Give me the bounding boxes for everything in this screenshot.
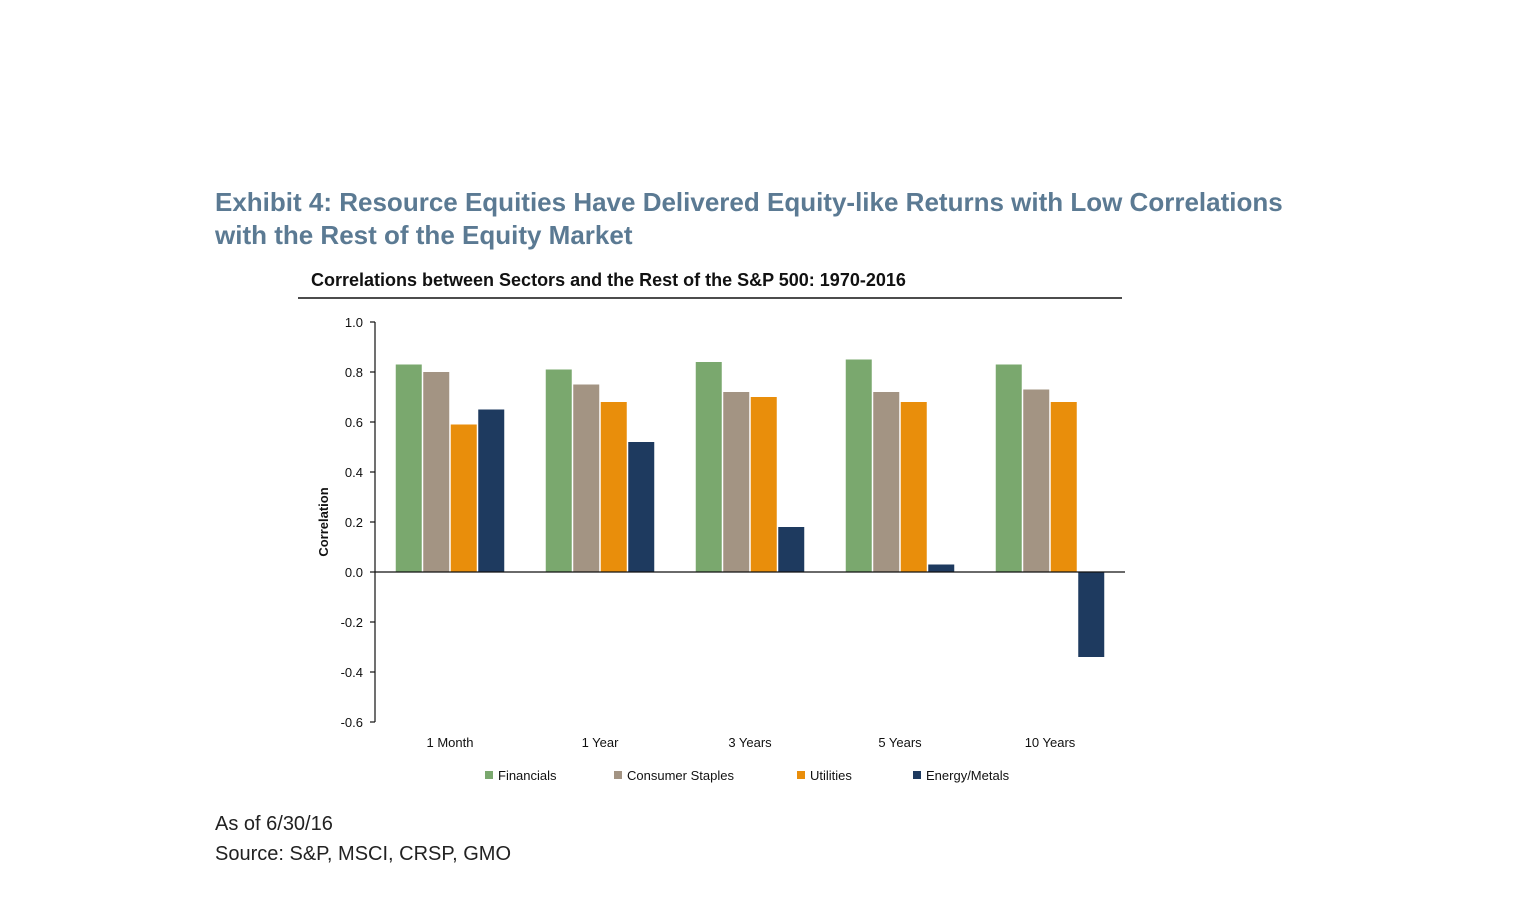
bars-group [395,359,1105,657]
y-tick-label: -0.6 [341,715,363,730]
legend-swatch [485,771,493,779]
bar [778,527,805,572]
bar [723,392,750,572]
legend: Financials Consumer Staples Utilities Energ… [485,768,1010,783]
bar [695,362,722,572]
bar [900,402,927,572]
legend-label: Financials [498,768,557,783]
as-of-date: As of 6/30/16 [215,813,333,835]
y-tick-label: -0.4 [341,665,363,680]
bar [845,359,872,572]
legend-swatch [614,771,622,779]
bar [395,364,422,572]
y-axis: 1.0 0.8 0.6 0.4 0.2 0.0 -0.2 -0.4 -0.6 [341,315,376,730]
bar [928,564,955,572]
y-tick-label: 0.8 [345,365,363,380]
footnote: As of 6/30/16 Source: S&P, MSCI, CRSP, G… [215,809,511,869]
x-tick-label: 3 Years [728,735,772,750]
bar [573,384,600,572]
bar [995,364,1022,572]
legend-label: Energy/Metals [926,768,1010,783]
y-tick-label: 0.4 [345,465,363,480]
bar [600,402,627,572]
bar [1023,389,1050,572]
x-tick-label: 1 Month [427,735,474,750]
y-tick-label: 0.0 [345,565,363,580]
legend-label: Utilities [810,768,852,783]
bar [545,369,572,572]
chart-title: Correlations between Sectors and the Res… [311,270,906,290]
source-note: Source: S&P, MSCI, CRSP, GMO [215,843,512,865]
y-tick-label: 0.6 [345,415,363,430]
y-tick-label: 0.2 [345,515,363,530]
bar [873,392,900,572]
x-tick-label: 10 Years [1025,735,1076,750]
bar [750,397,777,572]
legend-swatch [913,771,921,779]
y-tick-label: 1.0 [345,315,363,330]
bar [1050,402,1077,572]
bar [628,442,655,572]
bar [1078,572,1105,657]
x-axis: 1 Month 1 Year 3 Years 5 Years 10 Years [375,571,1125,750]
bar [450,424,477,572]
bar [423,372,450,572]
y-axis-label: Correlation [316,487,331,556]
legend-swatch [797,771,805,779]
y-tick-label: -0.2 [341,615,363,630]
x-tick-label: 5 Years [878,735,922,750]
legend-label: Consumer Staples [627,768,734,783]
exhibit-title: Exhibit 4: Resource Equities Have Delive… [215,187,1283,250]
x-tick-label: 1 Year [582,735,620,750]
bar [478,409,505,572]
